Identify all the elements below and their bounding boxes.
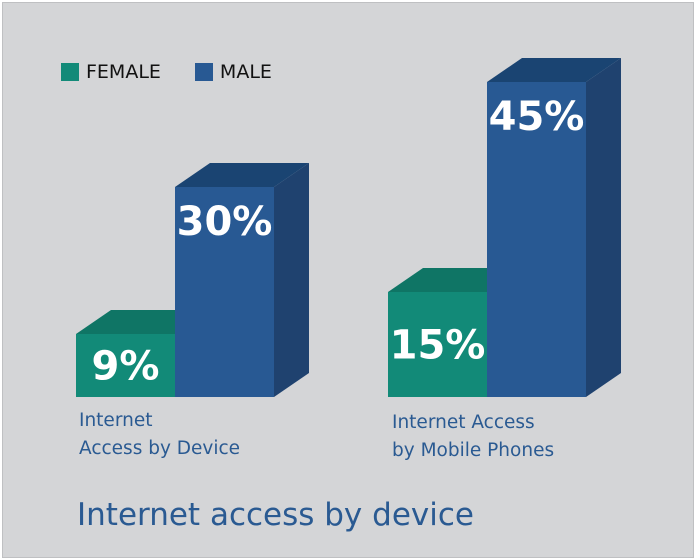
bar-top-male-0: [175, 163, 309, 187]
value-label-female-0: 9%: [92, 344, 160, 390]
legend-label-female: FEMALE: [86, 61, 161, 83]
category-label-device: Internet Access by Device: [79, 410, 241, 459]
value-label-female-1: 15%: [390, 323, 486, 369]
legend: FEMALE MALE: [61, 61, 306, 83]
category-label-mobile: Internet Access by Mobile Phones: [392, 412, 555, 461]
legend-swatch-female: [61, 63, 79, 81]
bar-side-male-1: [586, 58, 621, 397]
legend-label-male: MALE: [219, 61, 272, 83]
value-label-male-1: 45%: [489, 94, 585, 140]
bar-female-1: [388, 292, 487, 397]
bar-female-0: [76, 334, 175, 397]
bar-male-1: [487, 82, 586, 397]
bar-side-male-0: [274, 163, 309, 397]
legend-item-female: FEMALE: [61, 61, 161, 83]
value-label-male-0: 30%: [177, 199, 273, 245]
bar-top-male-1: [487, 58, 621, 82]
legend-item-male: MALE: [194, 61, 272, 83]
legend-swatch-male: [194, 63, 213, 81]
chart-title: Internet access by device: [77, 497, 474, 533]
bar-male-0: [175, 187, 274, 397]
